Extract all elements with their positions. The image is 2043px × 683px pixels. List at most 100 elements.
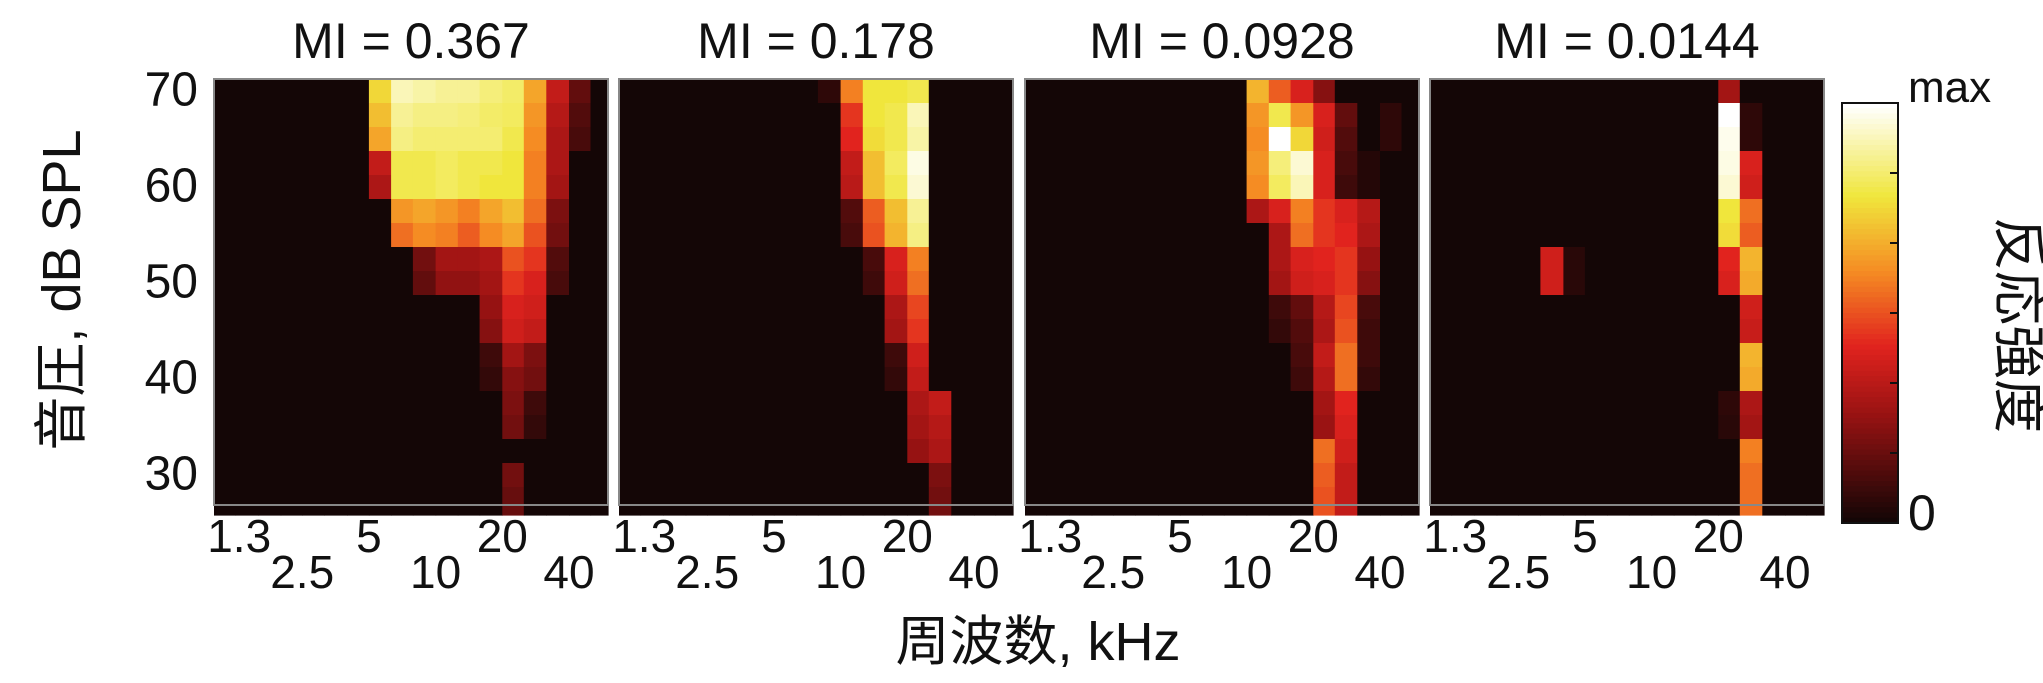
heatmap-cell — [1290, 199, 1314, 228]
heatmap-cell — [502, 415, 525, 444]
heatmap-cell — [235, 127, 259, 156]
heatmap-cell — [590, 319, 609, 348]
heatmap-cell — [391, 103, 414, 132]
heatmap-cell — [1313, 463, 1336, 492]
heatmap-cell — [523, 223, 547, 252]
panel-frame — [213, 78, 609, 506]
heatmap-cell — [862, 175, 886, 204]
x-tick-label: 2.5 — [675, 546, 739, 598]
heatmap-cell — [752, 343, 775, 372]
x-tick-label: 40 — [948, 546, 999, 598]
heatmap-cell — [1718, 247, 1741, 276]
heatmap-cell — [884, 295, 908, 324]
heatmap-cell — [1762, 415, 1786, 444]
heatmap-cell — [1785, 271, 1808, 300]
heatmap-cell — [302, 343, 325, 372]
heatmap-cell — [995, 391, 1014, 420]
heatmap-cell — [502, 439, 525, 468]
heatmap-cell — [1518, 151, 1541, 180]
heatmap-cell — [1584, 103, 1608, 132]
panel-1: MI = 0.367 1.32.5 5 10 20 40 — [207, 13, 609, 598]
heatmap-cell — [1268, 487, 1292, 516]
heatmap-cell — [546, 247, 570, 276]
heatmap-cell — [1430, 79, 1453, 108]
heatmap-cell — [258, 343, 282, 372]
heatmap-cell — [1380, 415, 1403, 444]
heatmap-cell — [368, 415, 392, 444]
heatmap-cell — [1739, 247, 1763, 276]
heatmap-cell — [663, 415, 687, 444]
heatmap-cell — [619, 103, 642, 132]
heatmap-cell — [235, 463, 259, 492]
heatmap-cell — [457, 391, 481, 420]
heatmap-cell — [729, 127, 753, 156]
heatmap-cell — [546, 175, 570, 204]
heatmap-cell — [1113, 79, 1136, 108]
heatmap-cell — [951, 391, 975, 420]
heatmap-cell — [457, 271, 481, 300]
heatmap-cell — [1135, 175, 1159, 204]
heatmap-cell — [569, 319, 592, 348]
x-tick-label: 1.3 — [612, 510, 676, 562]
heatmap-cell — [1518, 127, 1541, 156]
heatmap-cell — [258, 463, 282, 492]
heatmap-cell — [1313, 319, 1336, 348]
heatmap-cell — [1584, 175, 1608, 204]
heatmap-cell — [1540, 199, 1564, 228]
heatmap-cell — [1380, 367, 1403, 396]
heatmap-cell — [663, 223, 687, 252]
heatmap-cell — [1313, 487, 1336, 516]
heatmap-cell — [435, 439, 459, 468]
heatmap-cell — [729, 247, 753, 276]
heatmap-cell — [1651, 223, 1675, 252]
heatmap-cell — [640, 79, 664, 108]
heatmap-cell — [214, 439, 237, 468]
heatmap-cell — [1202, 439, 1225, 468]
heatmap-cell — [1540, 175, 1564, 204]
heatmap-cell — [1430, 199, 1453, 228]
heatmap-cell — [1673, 151, 1697, 180]
heatmap-cell — [1607, 343, 1630, 372]
y-tick-label: 60 — [145, 160, 198, 213]
heatmap-cell — [1628, 223, 1653, 252]
heatmap-cell — [391, 319, 414, 348]
heatmap-cell — [479, 319, 503, 348]
heatmap-cell — [1806, 463, 1825, 492]
heatmap-cell — [1135, 151, 1159, 180]
heatmap-cell — [1718, 223, 1741, 252]
heatmap-cell — [907, 367, 930, 396]
heatmap-cell — [1025, 487, 1048, 516]
heatmap-cell — [435, 271, 459, 300]
heatmap-cell — [1401, 151, 1420, 180]
heatmap-cell — [1785, 391, 1808, 420]
heatmap-cell — [1091, 415, 1114, 444]
heatmap-cell — [995, 343, 1014, 372]
colorbar-segment — [1842, 391, 1898, 398]
heatmap-cell — [995, 463, 1014, 492]
heatmap-cell — [663, 79, 687, 108]
heatmap-cell — [523, 319, 547, 348]
heatmap-cell — [974, 487, 997, 516]
heatmap-cell — [1695, 415, 1719, 444]
heatmap-cell — [1518, 103, 1541, 132]
heatmap-cell — [214, 127, 237, 156]
heatmap-cell — [796, 343, 819, 372]
heatmap-cell — [1651, 391, 1675, 420]
heatmap-cell — [1762, 79, 1786, 108]
heatmap-cell — [347, 175, 370, 204]
heatmap-cell — [685, 271, 708, 300]
heatmap-cell — [928, 151, 952, 180]
heatmap-cell — [569, 391, 592, 420]
heatmap-cell — [1584, 271, 1608, 300]
heatmap-cell — [1806, 247, 1825, 276]
heatmap-cell — [685, 439, 708, 468]
heatmap-cell — [619, 151, 642, 180]
heatmap-cell — [663, 271, 687, 300]
heatmap-cell — [1496, 151, 1519, 180]
heatmap-cell — [1496, 295, 1519, 324]
heatmap-cell — [1380, 103, 1403, 132]
heatmap-cell — [391, 367, 414, 396]
heatmap-cell — [1451, 151, 1475, 180]
heatmap-cell — [1785, 319, 1808, 348]
heatmap-cell — [951, 271, 975, 300]
